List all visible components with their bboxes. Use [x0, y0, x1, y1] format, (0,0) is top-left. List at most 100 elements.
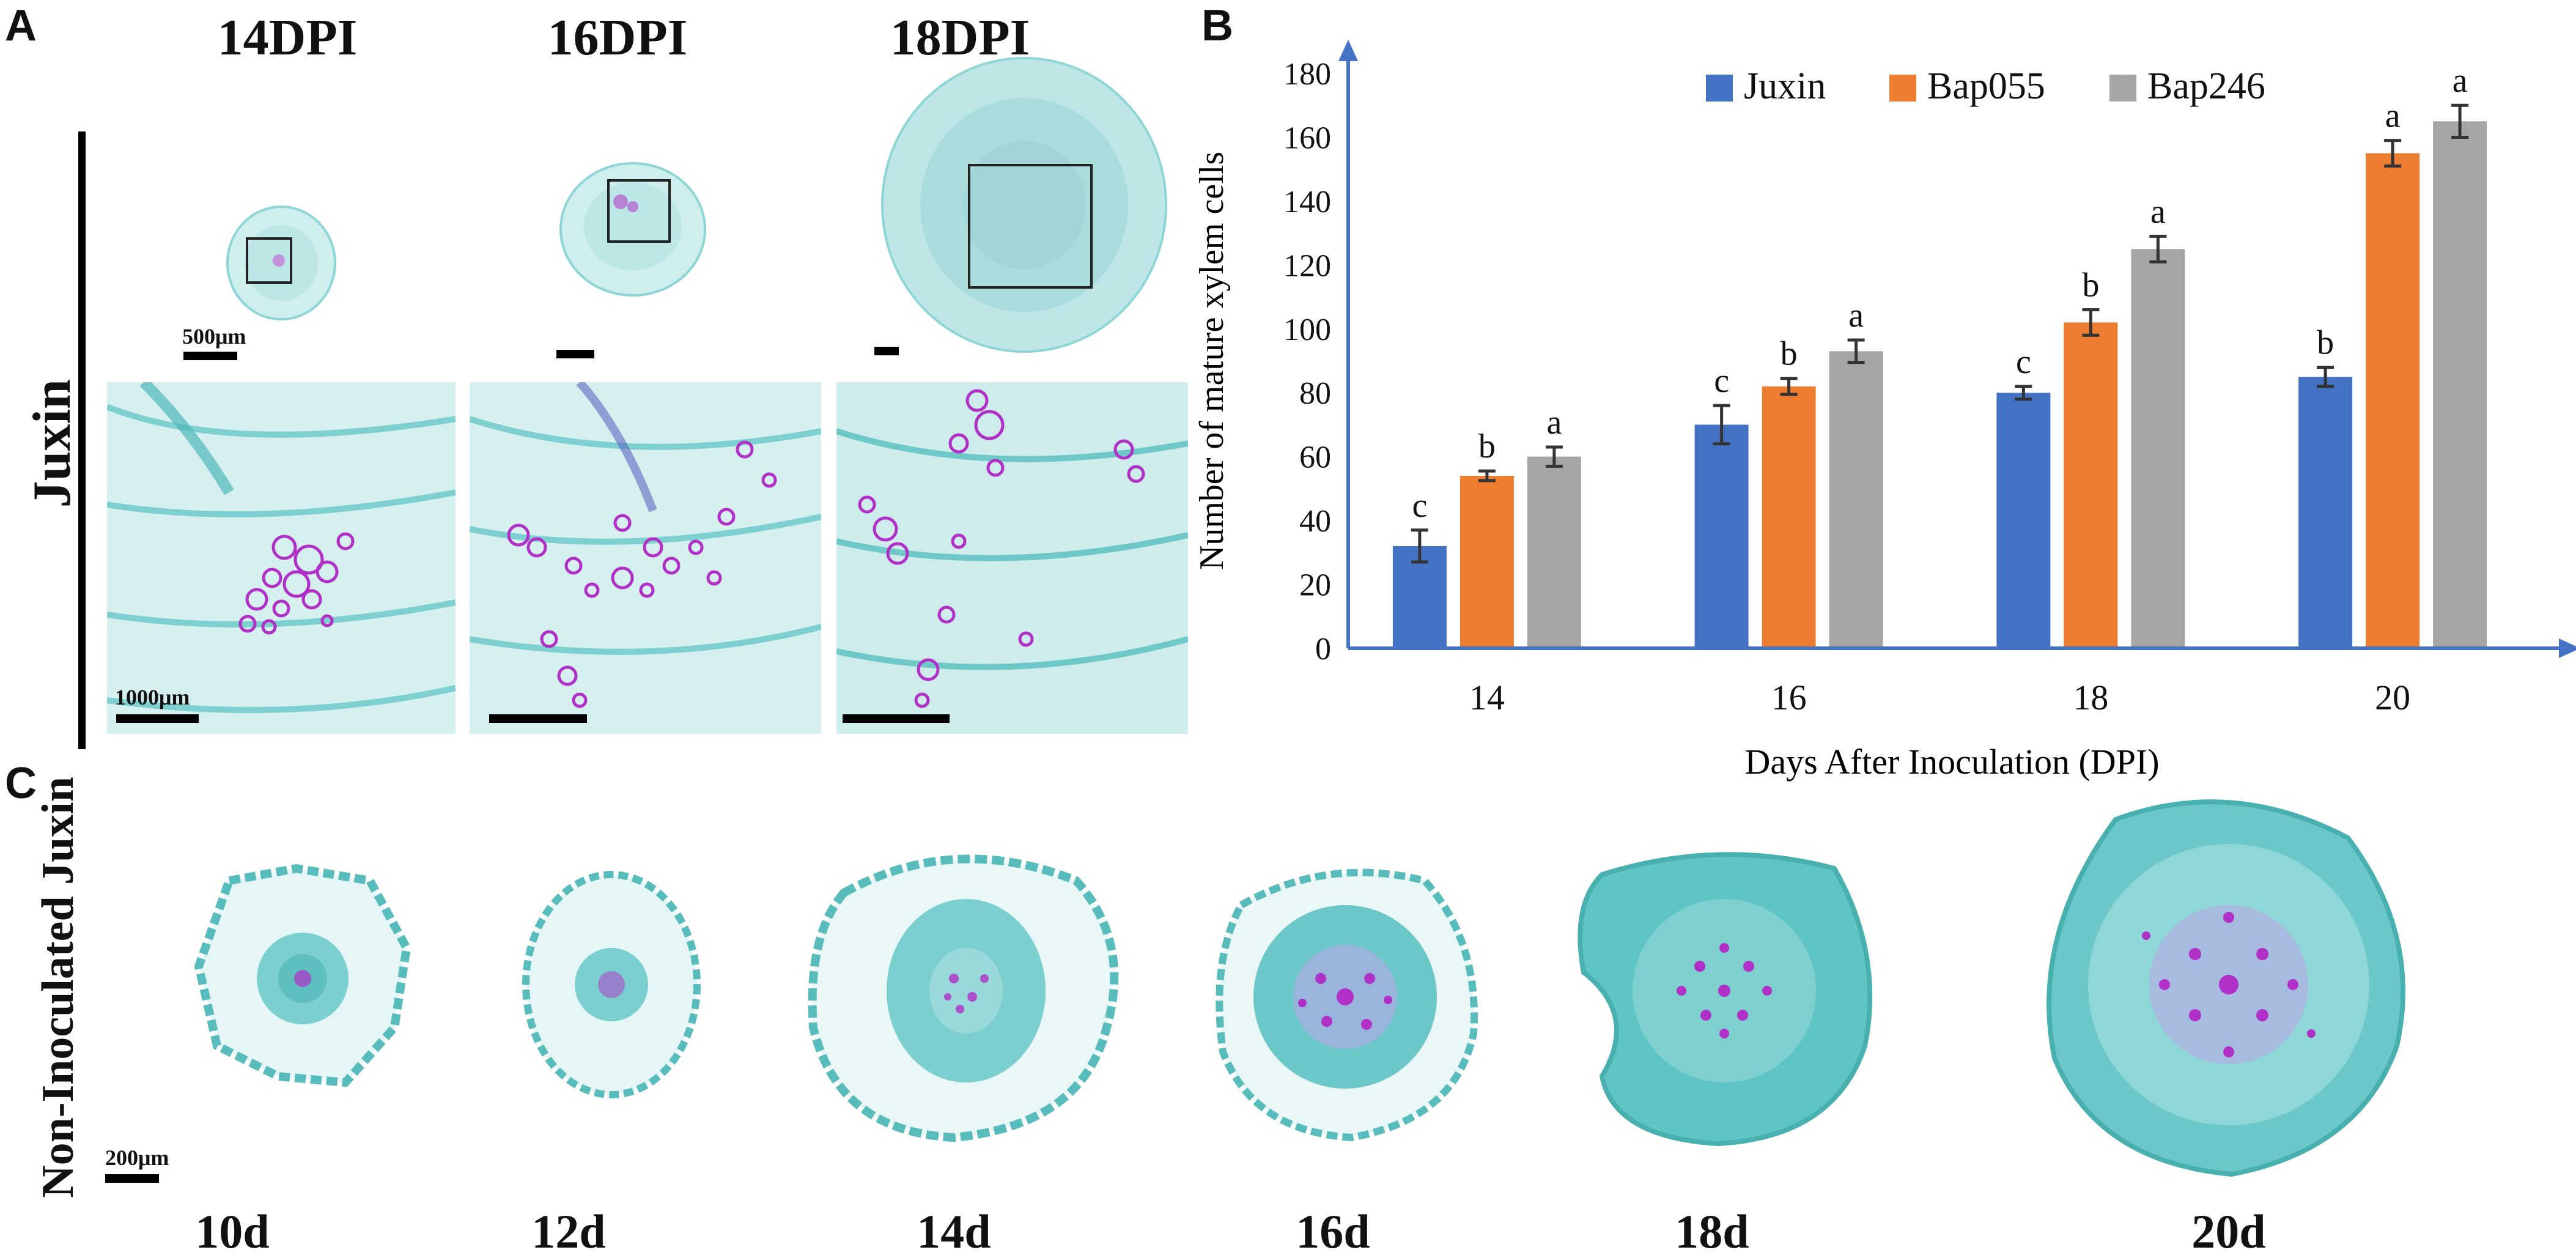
section-14d	[808, 854, 1119, 1142]
row-label-juxin: Juxin	[23, 379, 82, 508]
bar-bap055-20	[2366, 153, 2420, 649]
section-10d	[194, 864, 411, 1087]
sig-letter-juxin-20: b	[2317, 324, 2334, 361]
chart-x-ticks: 14 16 18 20	[1469, 678, 2410, 717]
scale-bar-zoom-16dpi	[489, 714, 587, 723]
bar-juxin-16	[1694, 424, 1749, 648]
x-tick-label-14: 14	[1469, 678, 1505, 717]
panel-c-letter: C	[5, 759, 37, 808]
chart-y-ticks: 0 20 40 60 80 100 120 140 160 180	[1283, 57, 1331, 667]
y-tick-label-40: 40	[1299, 504, 1331, 539]
chart-x-axis-label: Days After Inoculation (DPI)	[1744, 742, 2159, 782]
error-bar-bap055-20	[2384, 139, 2402, 168]
chart-bars	[1392, 121, 2487, 649]
column-label-14dpi: 14DPI	[217, 9, 358, 66]
section-20d	[2046, 799, 2405, 1177]
day-label-16d: 16d	[1296, 1205, 1370, 1258]
bar-bap246-18	[2131, 249, 2185, 648]
sig-letter-bap246-18: a	[2150, 193, 2166, 231]
section-16d	[1216, 868, 1478, 1142]
section-overview-14dpi	[226, 205, 336, 320]
chart-significance-letters: c b a c b a c b a b a a	[1412, 62, 2467, 525]
sig-letter-bap055-18: b	[2082, 266, 2099, 304]
bar-juxin-18	[1996, 393, 2051, 648]
scale-bar-18dpi	[874, 347, 899, 355]
micrograph-zoom-14dpi	[107, 382, 456, 734]
y-tick-label-80: 80	[1299, 376, 1331, 411]
sig-letter-juxin-18: c	[2016, 343, 2031, 381]
error-bar-juxin-20	[2317, 365, 2334, 388]
bar-bap246-20	[2433, 121, 2487, 649]
xylem-bar-chart: 0 20 40 60 80 100 120 140 160 180 c b a c b a c b a b a a 14…	[1193, 40, 2576, 782]
row-label-non-inoculated-juxin: Non-Inoculated Juxin	[33, 777, 83, 1198]
error-bar-bap246-20	[2451, 103, 2469, 139]
scale-bar-zoom-18dpi	[843, 714, 950, 723]
y-tick-label-160: 160	[1283, 120, 1331, 155]
error-bar-bap055-18	[2082, 308, 2100, 337]
bar-bap246-14	[1527, 456, 1581, 648]
y-tick-label-180: 180	[1283, 57, 1331, 92]
panel-a-letter: A	[5, 1, 37, 50]
error-bar-juxin-16	[1713, 404, 1730, 446]
bar-bap246-16	[1829, 351, 1883, 648]
y-tick-label-140: 140	[1283, 185, 1331, 220]
y-tick-label-120: 120	[1283, 248, 1331, 283]
section-12d	[522, 871, 701, 1098]
chart-y-axis-label: Number of mature xylem cells	[1193, 152, 1231, 570]
error-bar-bap055-14	[1478, 469, 1496, 483]
sig-letter-bap055-14: b	[1478, 427, 1496, 465]
error-bar-juxin-14	[1411, 528, 1428, 564]
y-tick-label-100: 100	[1283, 313, 1331, 347]
scale-label-200um: 200μm	[105, 1145, 169, 1170]
error-bar-bap246-16	[1847, 338, 1865, 364]
x-tick-label-20: 20	[2375, 678, 2410, 717]
sig-letter-juxin-14: c	[1412, 487, 1427, 525]
day-label-20d: 20d	[2191, 1205, 2266, 1258]
section-18d	[1578, 852, 1873, 1147]
y-tick-label-60: 60	[1299, 440, 1331, 475]
legend-label-bap055: Bap055	[1927, 65, 2045, 107]
bar-bap055-16	[1762, 386, 1816, 648]
legend-swatch-bap246	[2109, 75, 2136, 102]
scale-bar-zoom-14dpi	[116, 714, 199, 723]
scale-bar-16dpi	[556, 350, 594, 358]
legend-swatch-bap055	[1889, 75, 1916, 102]
column-label-16dpi: 16DPI	[547, 9, 688, 66]
chart-legend: Juxin Bap055 Bap246	[1706, 65, 2265, 107]
legend-label-bap246: Bap246	[2147, 65, 2265, 107]
day-label-12d: 12d	[531, 1205, 606, 1258]
bar-bap055-18	[2064, 322, 2118, 648]
x-tick-label-16: 16	[1771, 678, 1807, 717]
legend-label-juxin: Juxin	[1744, 65, 1826, 107]
day-label-10d: 10d	[195, 1205, 270, 1258]
chart-error-bars	[1411, 103, 2469, 564]
x-tick-label-18: 18	[2073, 678, 2108, 717]
day-label-18d: 18d	[1675, 1205, 1749, 1258]
scale-bar-14dpi	[183, 352, 237, 360]
sig-letter-bap246-20: a	[2452, 62, 2468, 100]
sig-letter-bap055-16: b	[1781, 335, 1798, 373]
error-bar-bap055-16	[1780, 377, 1798, 396]
bar-juxin-20	[2298, 377, 2353, 648]
chart-x-axis-arrow	[2559, 638, 2576, 658]
micrograph-zoom-16dpi	[470, 382, 821, 734]
panel-b-letter: B	[1201, 1, 1233, 50]
scale-label-1000um: 1000μm	[115, 685, 190, 709]
micrograph-zoom-18dpi	[836, 382, 1188, 734]
sig-letter-juxin-16: c	[1714, 362, 1729, 400]
sig-letter-bap246-14: a	[1546, 404, 1562, 442]
scale-label-500um: 500μm	[182, 324, 246, 349]
sig-letter-bap246-16: a	[1848, 297, 1864, 335]
section-overview-18dpi	[881, 57, 1167, 353]
error-bar-bap246-18	[2149, 234, 2167, 264]
row-divider-juxin	[78, 131, 86, 749]
y-tick-label-0: 0	[1315, 632, 1331, 667]
legend-swatch-juxin	[1706, 75, 1733, 102]
section-overview-16dpi	[559, 162, 706, 297]
scale-bar-200um	[105, 1174, 159, 1183]
column-label-18dpi: 18DPI	[890, 9, 1030, 66]
chart-y-axis-arrow	[1338, 40, 1358, 61]
bar-bap055-14	[1460, 476, 1514, 648]
sig-letter-bap055-20: a	[2385, 97, 2401, 135]
error-bar-bap246-14	[1545, 445, 1563, 468]
